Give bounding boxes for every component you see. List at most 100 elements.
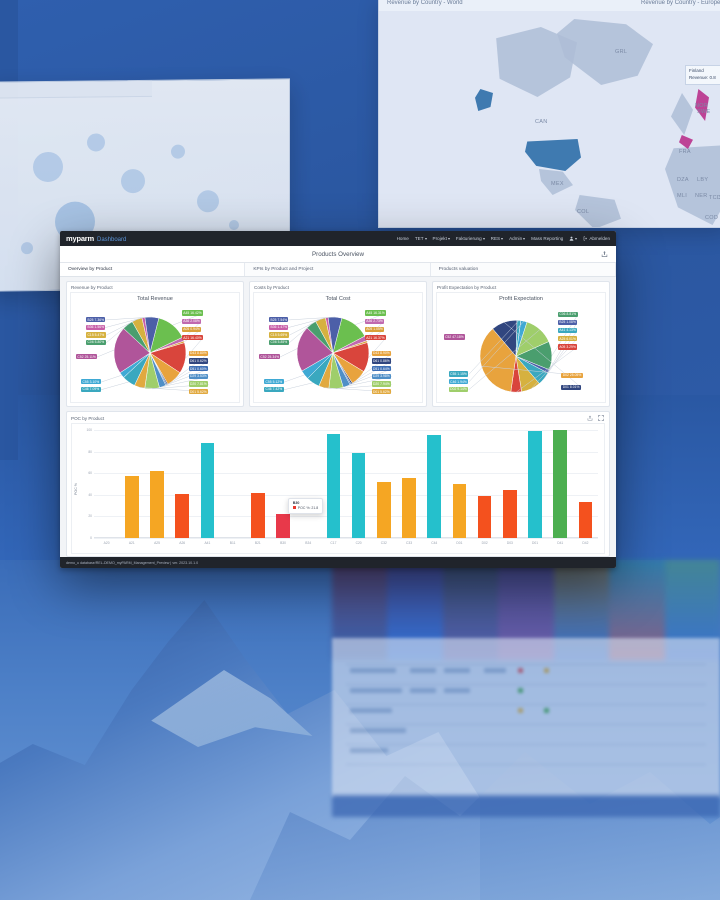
nav-item-res[interactable]: RES [491, 236, 504, 241]
background-map-world-title: Revenue by Country - World [387, 0, 463, 6]
bar-slot[interactable]: D01 [447, 430, 472, 545]
grid-line [94, 473, 598, 475]
tab-products-valuation[interactable]: Products valuation [431, 263, 616, 276]
bar[interactable] [175, 493, 190, 538]
nav-item-tet[interactable]: TET [415, 236, 427, 241]
nav-item-home[interactable]: Home [397, 236, 409, 241]
expand-icon[interactable] [598, 415, 604, 421]
card-actions [587, 415, 604, 421]
pie-data-label: C55 1.15% [448, 371, 469, 377]
bar[interactable] [326, 434, 341, 538]
bar[interactable] [578, 502, 593, 538]
bar[interactable] [477, 495, 492, 538]
app-logo[interactable]: myparm Dashboard [66, 234, 126, 243]
pie-data-label: D29 3.53% [188, 373, 209, 379]
bar[interactable] [503, 490, 517, 538]
bar-slot[interactable]: B21 [245, 430, 270, 545]
x-axis-tick: D03 [506, 541, 513, 545]
bar-chart-plot-area[interactable]: 0 20 40 60 80 100 A20 A21 A25 A26 A41 B11 B21 B30 B34 C… [86, 428, 598, 545]
nav-item-admin[interactable]: Admin [509, 236, 526, 241]
nav-item-mass-reporting[interactable]: Mass Reporting [531, 236, 563, 241]
bar-slot[interactable]: D42 [573, 430, 598, 545]
bar-slot[interactable]: A20 [94, 430, 119, 545]
pie-data-label: D43 8.90% [371, 350, 392, 357]
card-title: Costs by Product [254, 285, 289, 290]
background-panel-data-table [332, 638, 720, 798]
bar-slot[interactable]: D01 [522, 430, 547, 545]
chart-title: Profit Expectation [499, 296, 543, 302]
background-map-header [379, 0, 720, 11]
pie-charts-row: Revenue by Product Total Revenue A45 16.… [66, 281, 610, 407]
bar[interactable] [200, 442, 215, 538]
y-axis-tick: 20 [88, 514, 92, 519]
nav-item-user-menu[interactable] [569, 236, 578, 241]
bar[interactable] [276, 514, 290, 538]
bar[interactable] [427, 435, 442, 538]
pie-data-label: D20 7.81% [188, 381, 209, 387]
bar-slot[interactable]: C17 [321, 430, 346, 545]
bar-slot[interactable]: B34 [296, 430, 321, 545]
pie-chart-total-cost[interactable]: A45 16.31% A36 2.73% A05 1.05% A21 16.37% D4… [254, 293, 422, 402]
background-panel-world-map: Revenue by Country - World Revenue by Co… [378, 0, 720, 228]
bar-slot[interactable]: A41 [195, 430, 220, 545]
bar[interactable] [553, 430, 568, 538]
bar[interactable] [452, 484, 467, 538]
tab-overview-by-product[interactable]: Overview by Product [60, 263, 246, 276]
pie-chart-total-revenue[interactable]: A45 16.42% A36 2.08% A05 0.94% A21 16.40% D4… [71, 293, 239, 402]
pie-data-label: D01 8.01% [561, 384, 581, 390]
bar[interactable] [402, 477, 416, 538]
nav-item-abmelden[interactable]: Abmelden [583, 236, 610, 241]
chevron-down-icon [424, 237, 427, 240]
grid-line [94, 494, 598, 496]
x-axis-tick: D01 [456, 541, 463, 545]
chevron-down-icon [501, 237, 504, 240]
nav-label: TET [414, 236, 424, 241]
bar-slot[interactable]: D03 [497, 430, 522, 545]
nav-label: Fakturierung [455, 236, 482, 241]
pie-data-label: B36 1.47% [269, 324, 289, 330]
tab-kpis-by-product-and-project[interactable]: KPIs by Product and Project [245, 263, 431, 276]
bar-slot[interactable]: B11 [220, 430, 245, 545]
card-body: Total Revenue A45 16.42% A36 2.08% A05 0.9… [70, 292, 240, 403]
bar[interactable] [351, 452, 366, 538]
pie-data-label-major: C52 47.18% [443, 334, 466, 340]
bar-slot[interactable]: B30 [270, 430, 295, 545]
bar-slot[interactable]: A26 [170, 430, 195, 545]
bar-slot[interactable]: D02 [472, 430, 497, 545]
country-code-lby: LBY [697, 177, 709, 183]
bar-slot[interactable]: C20 [346, 430, 371, 545]
bar[interactable] [377, 481, 391, 538]
bar[interactable] [150, 471, 164, 538]
export-icon[interactable] [587, 415, 593, 421]
landmass-canada [496, 27, 577, 97]
y-axis-tick: 100 [86, 428, 92, 432]
bar-slot[interactable]: A25 [144, 430, 169, 545]
bar-slot[interactable]: C33 [396, 430, 421, 545]
nav-item-fakturierung[interactable]: Fakturierung [456, 236, 485, 241]
bar[interactable] [125, 476, 139, 538]
x-axis-tick: B30 [280, 541, 286, 545]
pie-data-label: C46 7.42% [264, 386, 284, 393]
pie-data-label: D61 0.62% [188, 358, 209, 364]
bar[interactable] [251, 492, 265, 538]
country-code-ner: NER [695, 193, 708, 199]
pie-data-label: C52 25.11% [76, 354, 98, 360]
bar-slot[interactable]: D41 [548, 430, 573, 545]
x-axis-tick: B11 [229, 541, 236, 545]
x-axis-tick: B34 [305, 541, 312, 545]
country-code-col: COL [577, 209, 590, 215]
export-icon[interactable] [601, 251, 608, 258]
bar-slot[interactable]: C44 [422, 430, 447, 545]
card-body: Profit Expectation C06 8.81% B25 1.08% A41… [436, 292, 606, 403]
bar-chart-body: POC % 0 20 40 60 80 100 A20 A21 A25 A26 A41 B11 B21 B… [71, 423, 605, 554]
nav-item-projekt[interactable]: Projekt [433, 236, 450, 241]
dashboard-window: myparm Dashboard Home TET Projekt Faktur… [60, 231, 616, 568]
tooltip-series-row: POC %: 21.8 [292, 506, 318, 510]
bar-slot[interactable]: A21 [119, 430, 144, 545]
background-panel-toolbar [0, 80, 152, 99]
bar[interactable] [528, 431, 542, 538]
country-code-fra: FRA [679, 149, 691, 155]
pie-chart-profit-expectation[interactable]: C06 8.81% B25 1.08% A41 4.13% A25 6.01% A05 … [437, 293, 605, 402]
bar-slot[interactable]: C32 [371, 430, 396, 545]
nav-label: Home [396, 236, 409, 241]
